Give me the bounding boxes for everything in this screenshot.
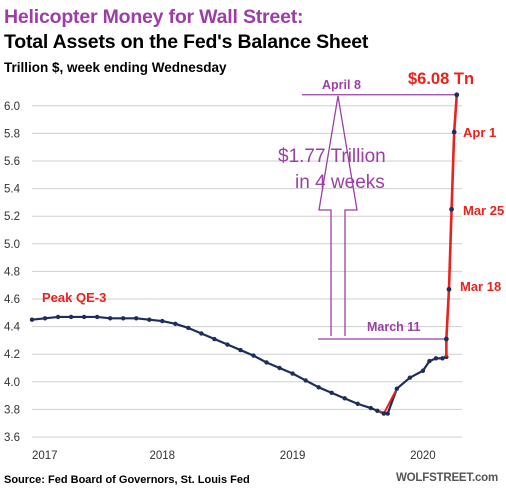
series-point — [147, 317, 152, 322]
chart-title-line1: Helicopter Money for Wall Street: — [4, 6, 304, 28]
series-point — [68, 314, 74, 320]
y-tick-label: 3.6 — [4, 432, 20, 444]
x-axis-ticks: 2017 2018 2019 2020 — [32, 450, 436, 462]
annotation-april8: April 8 — [322, 78, 361, 92]
series-point — [42, 316, 48, 321]
series-point — [81, 314, 87, 320]
x-tick-label: 2017 — [32, 450, 58, 462]
series-point — [368, 405, 373, 411]
series-point — [173, 321, 178, 327]
annotation-march11: March 11 — [367, 320, 421, 334]
annotation-text: Peak QE-3 $6.08 Tn Apr 1 Mar 25 Mar 18 A… — [42, 70, 504, 334]
x-tick-label: 2020 — [410, 450, 436, 462]
y-tick-label: 4.2 — [4, 349, 20, 361]
y-tick-label: 5.2 — [4, 211, 20, 223]
series-point — [433, 356, 439, 361]
grid-lines — [32, 105, 462, 438]
x-tick-label: 2018 — [150, 450, 176, 462]
series-point-surge — [454, 92, 460, 98]
series-point — [107, 316, 113, 321]
series-point — [94, 314, 100, 320]
chart-title-line2: Total Assets on the Fed's Balance Sheet — [4, 31, 369, 53]
series-point — [394, 386, 400, 391]
y-tick-label: 3.8 — [4, 404, 20, 416]
series-point — [385, 411, 390, 416]
series-point — [29, 317, 35, 322]
series-point — [316, 385, 321, 390]
series-point — [375, 408, 380, 413]
y-tick-label: 5.4 — [4, 184, 21, 196]
y-tick-label: 5.8 — [4, 128, 20, 140]
increase-arrow — [318, 95, 358, 336]
series-point — [427, 358, 432, 364]
series-line-surge — [445, 94, 459, 357]
annotation-increase-line1: $1.77 Trillion — [278, 146, 386, 167]
y-tick-label: 5.0 — [4, 239, 20, 251]
annotation-apr1: Apr 1 — [463, 125, 496, 140]
series-group — [29, 92, 460, 416]
series-point — [303, 378, 308, 383]
series-point — [55, 314, 61, 320]
series-point — [355, 401, 360, 407]
y-tick-label: 4.4 — [4, 322, 21, 334]
series-point — [342, 396, 347, 401]
y-tick-label: 4.8 — [4, 266, 20, 278]
series-point — [134, 316, 139, 321]
y-axis-ticks: 6.0 5.8 5.6 5.4 5.2 5.0 4.8 4.6 4.4 4.2 4.0 3.8 3.6 — [4, 101, 21, 444]
series-point-surge — [449, 206, 454, 212]
annotation-increase-line2: in 4 weeks — [295, 172, 385, 193]
annotation-mar25: Mar 25 — [463, 203, 504, 218]
series-red-segment — [382, 388, 398, 415]
annotation-peak-qe3: Peak QE-3 — [42, 290, 106, 305]
brand-logo-text: WOLFSTREET.com — [396, 472, 498, 484]
y-tick-label: 4.0 — [4, 377, 20, 389]
y-tick-label: 6.0 — [4, 101, 20, 113]
series-point-surge — [446, 286, 452, 292]
series-point — [160, 318, 165, 324]
series-point — [212, 336, 217, 342]
series-point — [238, 347, 243, 353]
y-tick-label: 4.6 — [4, 294, 20, 306]
series-point — [290, 371, 295, 376]
series-point — [186, 325, 191, 331]
series-point — [420, 368, 426, 373]
annotation-mar18: Mar 18 — [460, 279, 501, 294]
source-note: Source: Fed Board of Governors, St. Loui… — [4, 474, 250, 486]
annotation-value-608: $6.08 Tn — [408, 70, 474, 88]
series-point — [381, 411, 387, 416]
series-point — [440, 356, 445, 361]
annotation-lines — [302, 94, 457, 340]
series-point — [251, 353, 256, 358]
y-tick-label: 5.6 — [4, 156, 20, 168]
series-point — [225, 342, 230, 347]
series-point — [277, 365, 282, 371]
series-point — [407, 375, 413, 380]
series-point — [199, 331, 204, 336]
series-point — [121, 316, 126, 321]
x-tick-label: 2019 — [280, 450, 306, 462]
series-point — [264, 360, 269, 365]
series-point-surge — [443, 336, 449, 342]
series-point — [329, 390, 334, 396]
chart-subtitle: Trillion $, week ending Wednesday — [4, 60, 227, 75]
series-point-surge — [451, 129, 457, 135]
